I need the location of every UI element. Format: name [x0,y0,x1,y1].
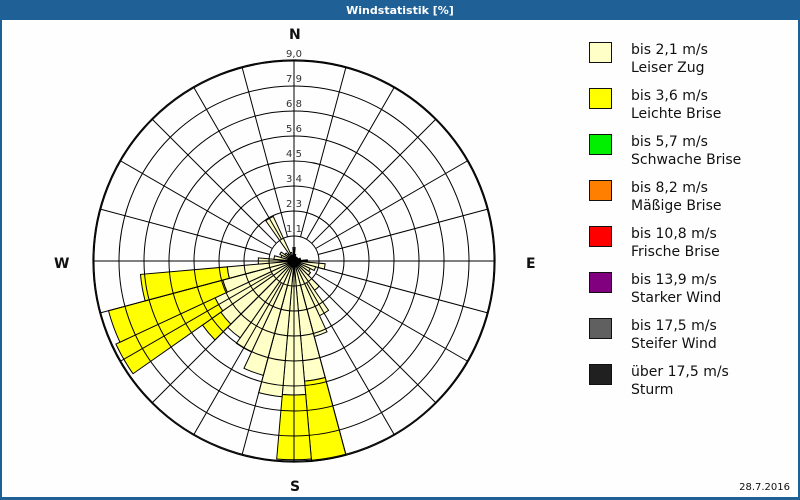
svg-text:1,1: 1,1 [286,224,302,235]
chart-date: 28.7.2016 [739,482,790,493]
wind-sector [115,297,224,375]
legend-label: Frische Brise [631,244,720,260]
svg-text:4,5: 4,5 [286,149,302,160]
svg-text:6,8: 6,8 [286,99,302,110]
ring-labels: 1,1 2,3 3,4 4,5 5,6 6,8 7,9 9,0 [286,49,302,235]
legend-label: Leichte Brise [631,106,722,122]
compass-west: W [54,256,70,272]
compass-south: S [290,479,301,495]
wind-sector [139,266,230,302]
legend-swatch [589,180,612,201]
svg-text:9,0: 9,0 [286,49,302,60]
legend-range: bis 10,8 m/s [631,226,717,242]
legend-label: Mäßige Brise [631,198,722,214]
legend-swatch [589,42,612,63]
svg-text:7,9: 7,9 [286,74,302,85]
legend-label: Leiser Zug [631,60,705,76]
polar-grid [92,59,496,463]
legend-range: bis 17,5 m/s [631,318,717,334]
legend-label: Steifer Wind [631,336,717,352]
svg-text:3,4: 3,4 [286,174,302,185]
legend-swatch [589,272,612,293]
legend-label: Schwache Brise [631,152,742,168]
legend-range: über 17,5 m/s [631,364,729,380]
legend-swatch [589,318,612,339]
legend-range: bis 13,9 m/s [631,272,717,288]
legend-range: bis 5,7 m/s [631,134,708,150]
legend-label: Starker Wind [631,290,722,306]
legend-range: bis 2,1 m/s [631,42,708,58]
legend-swatch [589,226,612,247]
legend-swatch [589,364,612,385]
svg-text:5,6: 5,6 [286,124,302,135]
legend-swatch [589,88,612,109]
legend-range: bis 3,6 m/s [631,88,708,104]
chart-title: Windstatistik [%] [0,0,800,20]
compass-north: N [289,27,301,43]
legend-label: Sturm [631,382,674,398]
svg-text:2,3: 2,3 [286,199,302,210]
legend-swatch [589,134,612,155]
compass-east: E [526,256,536,272]
legend-range: bis 8,2 m/s [631,180,708,196]
wind-rose-chart: 1,1 2,3 3,4 4,5 5,6 6,8 7,9 9,0 [92,49,496,463]
